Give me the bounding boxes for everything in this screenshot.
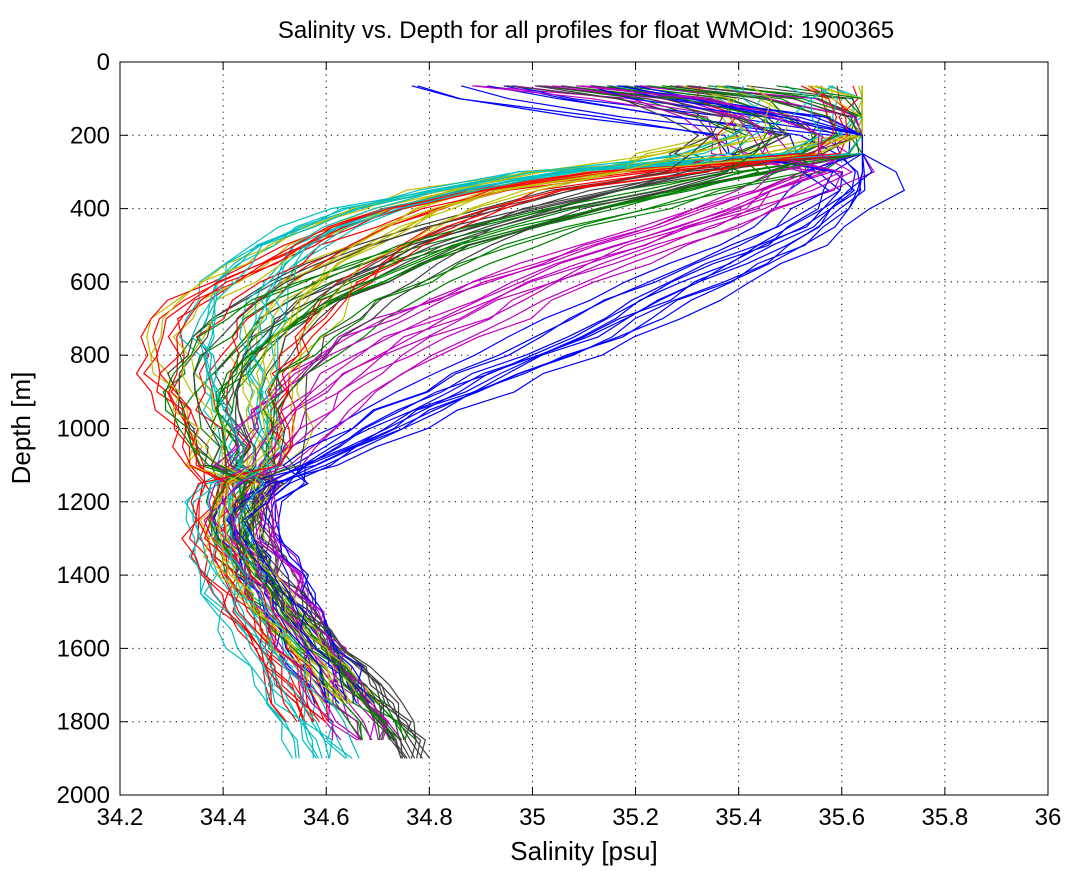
y-tick-label: 0 (97, 49, 110, 76)
y-tick-label: 2000 (57, 782, 110, 809)
profile-line (234, 85, 864, 759)
x-tick-label: 34.8 (406, 804, 453, 831)
profile-line (220, 85, 843, 741)
y-tick-label: 1400 (57, 562, 110, 589)
profile-line (207, 85, 864, 741)
profile-line (274, 85, 864, 704)
y-tick-label: 1000 (57, 416, 110, 443)
y-tick-label: 1200 (57, 489, 110, 516)
y-tick-label: 600 (70, 269, 110, 296)
profile-line (193, 85, 724, 759)
profile-line (241, 85, 818, 741)
x-axis-label: Salinity [psu] (510, 836, 657, 866)
profile-lines (135, 85, 906, 759)
profile-line (218, 85, 773, 704)
profile-line (256, 85, 817, 704)
profile-line (229, 85, 839, 741)
y-tick-label: 1800 (57, 709, 110, 736)
profile-line (222, 85, 854, 741)
profile-line (142, 85, 849, 723)
profile-line (181, 85, 838, 723)
profile-line (236, 85, 859, 759)
profile-line (252, 85, 783, 759)
chart-title: Salinity vs. Depth for all profiles for … (278, 17, 894, 44)
x-tick-label: 36 (1035, 804, 1062, 831)
y-tick-label: 400 (70, 196, 110, 223)
y-tick-label: 800 (70, 342, 110, 369)
profile-line (215, 85, 760, 741)
x-tick-label: 34.2 (97, 804, 144, 831)
profile-line (252, 85, 817, 759)
profile-line (267, 85, 844, 704)
y-axis-label: Depth [m] (6, 372, 36, 485)
profile-line (208, 85, 824, 741)
axis-ticks: 34.2 34.4 34.6 34.8 35 35.2 35.4 35.6 35.8 36 0 200… (57, 49, 1062, 831)
profile-line (225, 85, 864, 704)
y-tick-label: 200 (70, 122, 110, 149)
profile-line (190, 85, 864, 704)
profile-line (168, 85, 864, 723)
profile-line (228, 85, 864, 759)
x-tick-label: 35.2 (612, 804, 659, 831)
x-tick-label: 35 (519, 804, 546, 831)
profile-line (199, 85, 753, 704)
x-tick-label: 34.4 (200, 804, 247, 831)
profile-line (205, 85, 834, 759)
profile-line (214, 85, 814, 759)
profile-line (164, 85, 777, 741)
x-tick-label: 35.8 (922, 804, 969, 831)
x-tick-label: 35.4 (715, 804, 762, 831)
profile-line (234, 85, 790, 759)
profile-line (242, 85, 866, 704)
profile-line (227, 85, 873, 704)
x-tick-label: 35.6 (818, 804, 865, 831)
x-tick-label: 34.6 (303, 804, 350, 831)
y-tick-label: 1600 (57, 635, 110, 662)
profile-line (251, 85, 875, 741)
profile-line (207, 85, 864, 759)
